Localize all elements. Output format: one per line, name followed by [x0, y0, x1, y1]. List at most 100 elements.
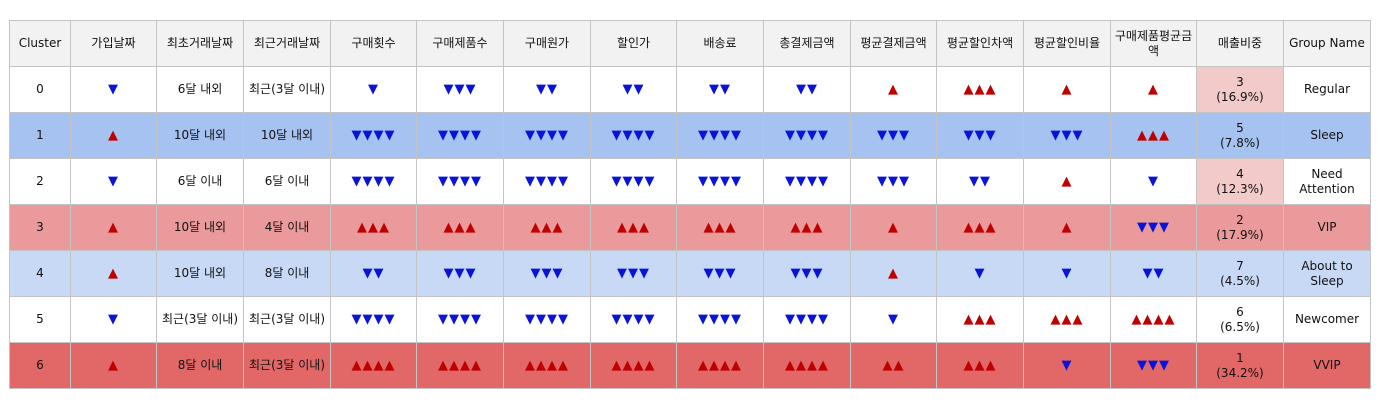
- down-triangle-icon: ▼▼▼: [1110, 342, 1197, 389]
- table-cell: 최근(3달 이내): [243, 296, 331, 343]
- up-triangle-icon: ▲▲▲▲: [330, 342, 417, 389]
- up-triangle-icon: ▲▲▲▲: [676, 342, 764, 389]
- down-triangle-icon: ▼▼▼▼: [676, 112, 764, 159]
- header-cell: 구매원가: [503, 20, 591, 67]
- down-triangle-icon: ▼▼: [676, 66, 764, 113]
- down-triangle-icon: ▼▼▼▼: [503, 296, 591, 343]
- up-triangle-icon: ▲: [1110, 66, 1197, 113]
- down-triangle-icon: ▼▼▼: [850, 158, 937, 205]
- sales-share-cell: 5 (7.8%): [1196, 112, 1284, 159]
- table-cell: 10달 내외: [156, 204, 244, 251]
- header-cell: 할인가: [590, 20, 677, 67]
- up-triangle-icon: ▲▲▲▲: [763, 342, 851, 389]
- up-triangle-icon: ▲▲▲: [1023, 296, 1111, 343]
- down-triangle-icon: ▼▼▼: [590, 250, 677, 297]
- up-triangle-icon: ▲: [70, 112, 157, 159]
- header-cell: 배송료: [676, 20, 764, 67]
- down-triangle-icon: ▼▼▼▼: [676, 158, 764, 205]
- down-triangle-icon: ▼▼: [330, 250, 417, 297]
- table-cell: 10달 내외: [243, 112, 331, 159]
- header-cell: 평균결제금액: [850, 20, 937, 67]
- up-triangle-icon: ▲: [850, 250, 937, 297]
- down-triangle-icon: ▼▼▼: [416, 66, 504, 113]
- up-triangle-icon: ▲▲▲: [503, 204, 591, 251]
- header-cell: 구매횟수: [330, 20, 417, 67]
- cluster-id-cell: 0: [9, 66, 71, 113]
- cluster-summary-table: Cluster 가입날짜 최초거래날짜 최근거래날짜 구매횟수 구매제품수 구매…: [9, 20, 1371, 389]
- down-triangle-icon: ▼▼▼▼: [676, 296, 764, 343]
- header-cell: Cluster: [9, 20, 71, 67]
- up-triangle-icon: ▲: [70, 204, 157, 251]
- table-row: 0 ▼ 6달 내외 최근(3달 이내) ▼ ▼▼▼ ▼▼ ▼▼ ▼▼ ▼▼ ▲ ▲▲▲ ▲ ▲ 3 (16.…: [9, 66, 1371, 113]
- cluster-id-cell: 1: [9, 112, 71, 159]
- table-cell: 최근(3달 이내): [156, 296, 244, 343]
- down-triangle-icon: ▼▼▼▼: [503, 112, 591, 159]
- header-cell: 구매제품평균금액: [1110, 20, 1197, 67]
- table-row: 3 ▲ 10달 내외 4달 이내 ▲▲▲ ▲▲▲ ▲▲▲ ▲▲▲ ▲▲▲ ▲▲▲ ▲ ▲▲▲ ▲ ▼▼▼ 2…: [9, 204, 1371, 251]
- down-triangle-icon: ▼▼: [503, 66, 591, 113]
- down-triangle-icon: ▼: [936, 250, 1024, 297]
- group-name-cell: Newcomer: [1283, 296, 1371, 343]
- header-cell: 가입날짜: [70, 20, 157, 67]
- up-triangle-icon: ▲▲▲: [330, 204, 417, 251]
- table-cell: 6달 내외: [156, 66, 244, 113]
- down-triangle-icon: ▼▼▼: [850, 112, 937, 159]
- down-triangle-icon: ▼▼▼: [936, 112, 1024, 159]
- up-triangle-icon: ▲▲▲: [936, 204, 1024, 251]
- down-triangle-icon: ▼▼▼▼: [590, 296, 677, 343]
- table-row: 5 ▼ 최근(3달 이내) 최근(3달 이내) ▼▼▼▼ ▼▼▼▼ ▼▼▼▼ ▼▼▼▼ ▼▼▼▼…: [9, 296, 1371, 343]
- down-triangle-icon: ▼▼▼▼: [763, 158, 851, 205]
- up-triangle-icon: ▲▲▲: [936, 66, 1024, 113]
- down-triangle-icon: ▼▼▼: [503, 250, 591, 297]
- sales-share-cell: 6 (6.5%): [1196, 296, 1284, 343]
- table-cell: 6달 이내: [243, 158, 331, 205]
- table-cell: 8달 이내: [243, 250, 331, 297]
- down-triangle-icon: ▼▼: [1110, 250, 1197, 297]
- up-triangle-icon: ▲▲▲: [676, 204, 764, 251]
- header-cell: 구매제품수: [416, 20, 504, 67]
- up-triangle-icon: ▲▲▲▲: [1110, 296, 1197, 343]
- down-triangle-icon: ▼▼▼▼: [416, 296, 504, 343]
- table-cell: 8달 이내: [156, 342, 244, 389]
- header-cell: 평균할인차액: [936, 20, 1024, 67]
- table-cell: 10달 내외: [156, 250, 244, 297]
- table-row: 6 ▲ 8달 이내 최근(3달 이내) ▲▲▲▲ ▲▲▲▲ ▲▲▲▲ ▲▲▲▲ ▲▲▲▲ ▲▲▲▲…: [9, 342, 1371, 389]
- group-name-cell: VIP: [1283, 204, 1371, 251]
- table-cell: 최근(3달 이내): [243, 342, 331, 389]
- sales-share-cell: 2 (17.9%): [1196, 204, 1284, 251]
- down-triangle-icon: ▼▼: [590, 66, 677, 113]
- down-triangle-icon: ▼▼▼▼: [416, 158, 504, 205]
- table-cell: 4달 이내: [243, 204, 331, 251]
- header-cell: 평균할인비율: [1023, 20, 1111, 67]
- up-triangle-icon: ▲: [1023, 66, 1111, 113]
- table-row: 2 ▼ 6달 이내 6달 이내 ▼▼▼▼ ▼▼▼▼ ▼▼▼▼ ▼▼▼▼ ▼▼▼▼ ▼▼▼▼ ▼▼▼ ▼…: [9, 158, 1371, 205]
- cluster-id-cell: 3: [9, 204, 71, 251]
- down-triangle-icon: ▼: [1023, 250, 1111, 297]
- sales-share-cell: 7 (4.5%): [1196, 250, 1284, 297]
- table-row: 4 ▲ 10달 내외 8달 이내 ▼▼ ▼▼▼ ▼▼▼ ▼▼▼ ▼▼▼ ▼▼▼ ▲ ▼ ▼ ▼▼ 7 (4.…: [9, 250, 1371, 297]
- up-triangle-icon: ▲▲▲: [936, 342, 1024, 389]
- down-triangle-icon: ▼▼▼▼: [763, 112, 851, 159]
- cluster-table-container: Cluster 가입날짜 최초거래날짜 최근거래날짜 구매횟수 구매제품수 구매…: [9, 20, 1371, 389]
- up-triangle-icon: ▲▲▲: [416, 204, 504, 251]
- down-triangle-icon: ▼: [1110, 158, 1197, 205]
- up-triangle-icon: ▲▲▲▲: [503, 342, 591, 389]
- up-triangle-icon: ▲: [70, 342, 157, 389]
- down-triangle-icon: ▼▼▼▼: [330, 112, 417, 159]
- down-triangle-icon: ▼▼▼: [1023, 112, 1111, 159]
- down-triangle-icon: ▼▼▼▼: [416, 112, 504, 159]
- up-triangle-icon: ▲▲▲: [936, 296, 1024, 343]
- down-triangle-icon: ▼▼▼: [763, 250, 851, 297]
- down-triangle-icon: ▼: [70, 66, 157, 113]
- down-triangle-icon: ▼▼▼▼: [763, 296, 851, 343]
- group-name-cell: Regular: [1283, 66, 1371, 113]
- down-triangle-icon: ▼▼▼▼: [503, 158, 591, 205]
- down-triangle-icon: ▼▼▼: [1110, 204, 1197, 251]
- down-triangle-icon: ▼: [850, 296, 937, 343]
- up-triangle-icon: ▲▲▲: [1110, 112, 1197, 159]
- down-triangle-icon: ▼▼▼▼: [330, 158, 417, 205]
- up-triangle-icon: ▲▲▲: [590, 204, 677, 251]
- up-triangle-icon: ▲▲▲▲: [416, 342, 504, 389]
- up-triangle-icon: ▲: [1023, 158, 1111, 205]
- group-name-cell: About to Sleep: [1283, 250, 1371, 297]
